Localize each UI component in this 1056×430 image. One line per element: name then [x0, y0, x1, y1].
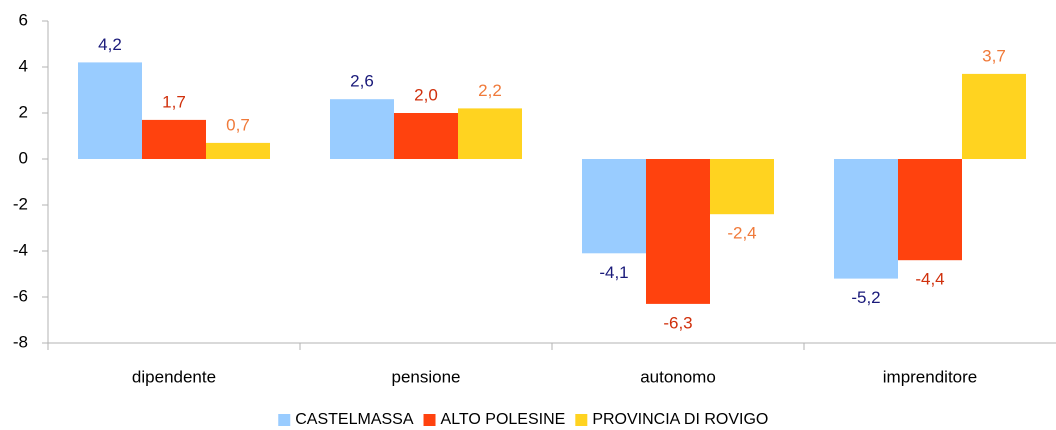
- bar: [458, 108, 522, 159]
- x-tick-label: dipendente: [132, 367, 216, 386]
- x-tick-label: pensione: [391, 367, 460, 386]
- y-tick-label: -4: [13, 240, 28, 259]
- x-tick-label: imprenditore: [883, 367, 978, 386]
- value-label: 2,2: [478, 81, 502, 100]
- value-label: -4,1: [599, 263, 628, 282]
- bar: [582, 159, 646, 254]
- bar: [330, 99, 394, 159]
- bar: [898, 159, 962, 261]
- value-label: -2,4: [727, 224, 756, 243]
- value-label: 3,7: [982, 46, 1006, 65]
- bar: [962, 73, 1026, 159]
- legend-swatch: [423, 414, 436, 426]
- value-label: 0,7: [226, 115, 250, 134]
- bar: [710, 159, 774, 215]
- bar: [834, 159, 898, 279]
- bar: [646, 159, 710, 304]
- y-tick-label: 0: [19, 148, 28, 167]
- x-tick-label: autonomo: [640, 367, 716, 386]
- y-tick-label: -8: [13, 332, 28, 351]
- value-label: 4,2: [98, 35, 122, 54]
- bar: [78, 62, 142, 159]
- legend-text: PROVINCIA DI ROVIGO: [592, 411, 768, 428]
- y-tick-label: -2: [13, 194, 28, 213]
- legend-swatch: [575, 414, 588, 426]
- value-label: -6,3: [663, 313, 692, 332]
- value-label: -4,4: [915, 270, 944, 289]
- legend-text: CASTELMASSA: [295, 411, 414, 428]
- bar: [394, 113, 458, 159]
- y-tick-label: 2: [19, 102, 28, 121]
- value-label: 2,6: [350, 72, 374, 91]
- bar: [142, 119, 206, 159]
- legend-swatch: [278, 414, 291, 426]
- value-label: 2,0: [414, 85, 438, 104]
- bar: [206, 142, 270, 159]
- value-label: 1,7: [162, 92, 186, 111]
- y-tick-label: -6: [13, 286, 28, 305]
- y-tick-label: 6: [19, 10, 28, 29]
- value-label: -5,2: [851, 288, 880, 307]
- legend-text: ALTO POLESINE: [441, 411, 566, 428]
- y-tick-label: 4: [19, 56, 28, 75]
